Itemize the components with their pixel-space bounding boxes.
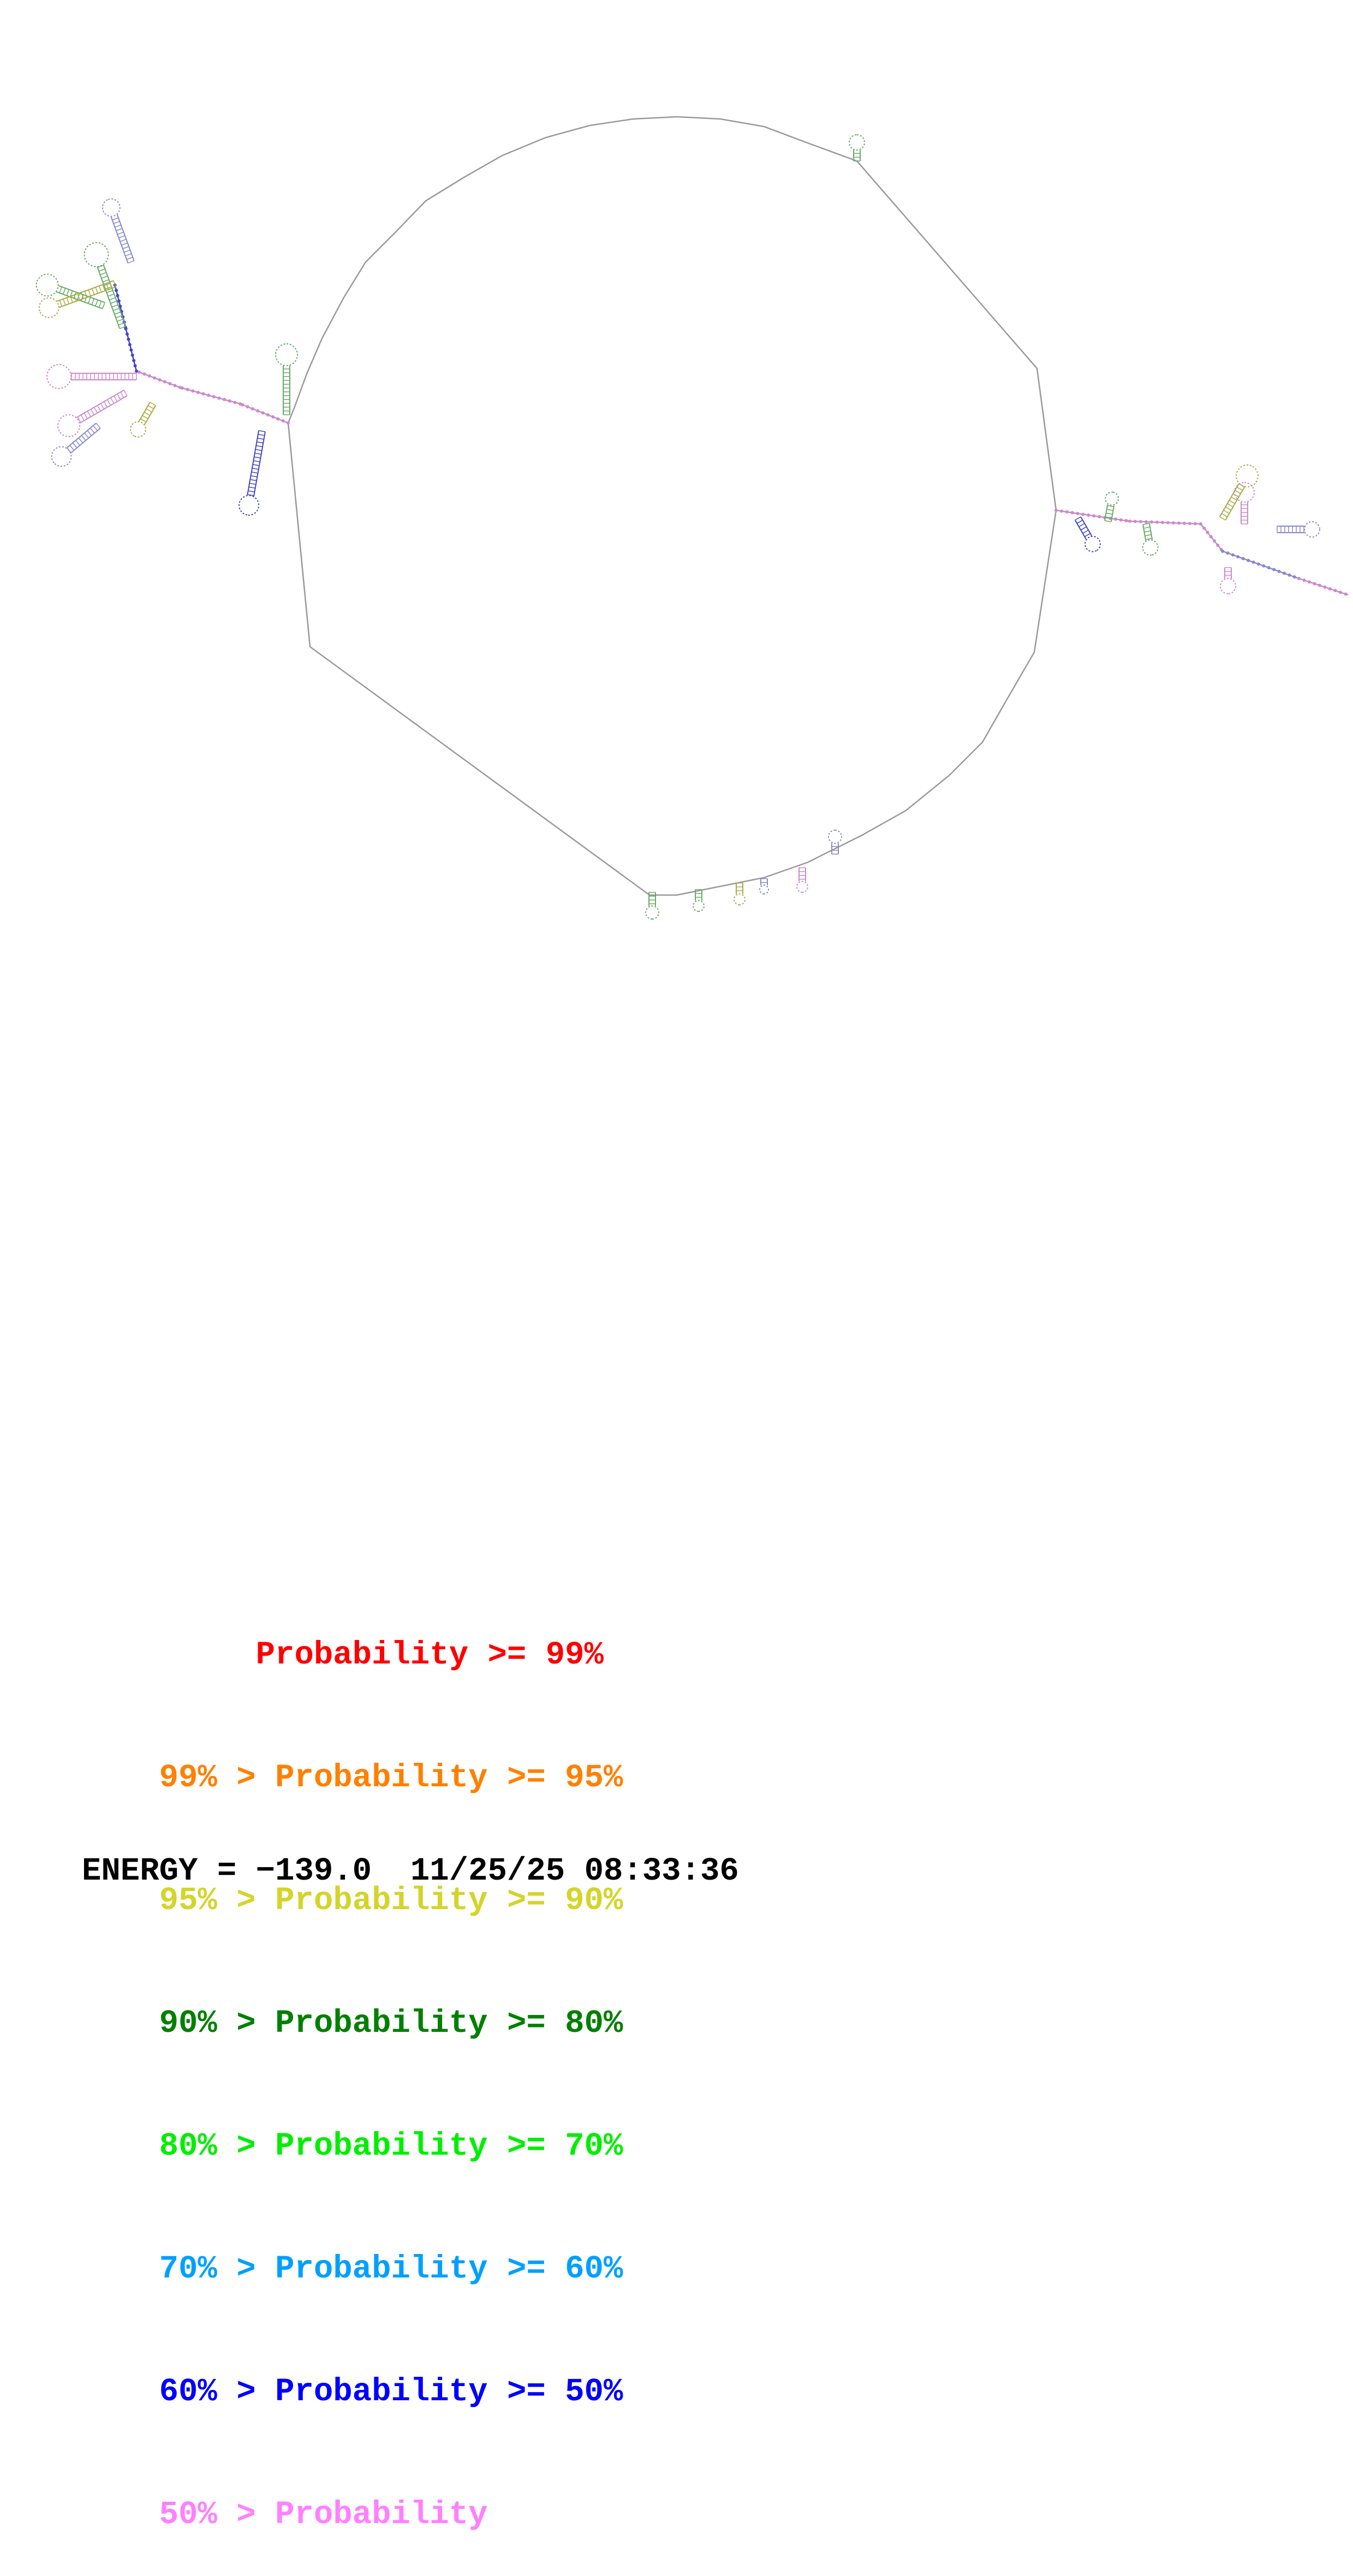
stem-segment — [240, 403, 290, 425]
stem-segment — [1128, 520, 1202, 526]
hairpin-loop — [130, 402, 157, 438]
legend-upper: 70% — [565, 2128, 623, 2164]
stem-segment — [136, 370, 182, 389]
stem-segment — [113, 283, 127, 329]
legend-row-3: 95% > Probability >= 90% — [82, 1839, 623, 1919]
legend-label: Probability — [275, 1882, 488, 1919]
legend-label: Probability — [255, 1637, 469, 1673]
legend-lower: 95% — [159, 1882, 217, 1919]
hairpin-loop — [1220, 567, 1236, 594]
legend-cmp: >= — [506, 2005, 546, 2042]
hairpin-loop — [849, 134, 865, 162]
legend-upper: 99% — [545, 1637, 604, 1673]
legend-upper: 80% — [565, 2005, 623, 2042]
legend-label: Probability — [275, 2251, 488, 2287]
hairpin-loop — [734, 882, 746, 905]
left-stem-cluster — [35, 198, 298, 516]
legend-label: Probability — [275, 2496, 488, 2533]
hairpin-loop — [645, 892, 659, 920]
hairpin-loop — [796, 867, 808, 893]
legend-row-8: 50% > Probability — [82, 2453, 623, 2533]
legend-row-6: 70% > Probability >= 60% — [82, 2208, 623, 2287]
legend-row-4: 90% > Probability >= 80% — [82, 1962, 623, 2042]
top-hairpin — [849, 134, 865, 162]
legend-label: Probability — [275, 2128, 488, 2164]
date: 11/25/25 — [410, 1853, 565, 1889]
hairpin-loop — [57, 389, 128, 437]
hairpin-loop — [38, 280, 116, 318]
probability-legend: Probability >= 99% 99% > Probability >= … — [82, 1512, 623, 2535]
legend-lower: 50% — [159, 2496, 217, 2533]
legend-cmp: >= — [506, 1760, 546, 1796]
hairpin-loop — [1142, 523, 1159, 556]
legend-upper: 95% — [565, 1760, 623, 1796]
legend-cmp: >= — [506, 2128, 546, 2164]
energy-label: ENERGY = — [82, 1853, 237, 1889]
hairpin-loop — [1219, 464, 1259, 521]
stem-segment — [1199, 522, 1223, 552]
hairpin-loop — [1277, 521, 1320, 538]
legend-lower: 60% — [159, 2374, 217, 2410]
energy-footer: ENERGY = −139.0 11/25/25 08:33:36 — [82, 1853, 739, 1889]
hairpin-loop — [1074, 516, 1101, 552]
hairpin-loop — [102, 198, 135, 264]
hairpin-loop — [693, 889, 705, 912]
stem-segment — [1054, 509, 1130, 523]
legend-row-1: Probability >= 99% — [82, 1594, 623, 1673]
hairpin-loop — [828, 830, 842, 855]
legend-lower: 90% — [159, 2005, 217, 2042]
hairpin-loop — [1234, 482, 1255, 524]
legend-sep: > — [236, 2374, 256, 2410]
energy-value: −139.0 — [255, 1853, 372, 1889]
legend-lower: 70% — [159, 2251, 217, 2287]
legend-upper: 50% — [565, 2374, 623, 2410]
legend-cmp: >= — [506, 2374, 546, 2410]
legend-upper: 90% — [565, 1882, 623, 1919]
legend-sep: > — [236, 2128, 256, 2164]
stem-segment — [180, 386, 242, 406]
legend-lower: 80% — [159, 2128, 217, 2164]
legend-lower: 99% — [159, 1760, 217, 1796]
hairpin-loop — [1104, 491, 1119, 522]
hairpin-loop — [46, 364, 137, 389]
legend-sep: > — [236, 1882, 256, 1919]
stem-segment — [1297, 577, 1349, 596]
bottom-stem-cluster — [645, 830, 842, 920]
legend-sep: > — [236, 1760, 256, 1796]
legend-sep: > — [236, 2005, 256, 2042]
legend-row-7: 60% > Probability >= 50% — [82, 2330, 623, 2410]
hairpin-loop — [239, 430, 266, 516]
right-stem-cluster — [1054, 464, 1349, 596]
hairpin-loop — [759, 878, 769, 895]
legend-sep: > — [236, 2251, 256, 2287]
legend-row-2: 99% > Probability >= 95% — [82, 1716, 623, 1796]
hairpin-loop — [51, 422, 101, 467]
legend-row-5: 80% > Probability >= 70% — [82, 2085, 623, 2164]
backbone-loop — [287, 116, 1057, 896]
legend-label: Probability — [275, 2005, 488, 2042]
legend-upper: 60% — [565, 2251, 623, 2287]
legend-cmp: >= — [506, 1882, 546, 1919]
legend-sep: > — [236, 2496, 256, 2533]
legend-cmp: >= — [506, 2251, 546, 2287]
rna-secondary-structure-diagram — [35, 116, 1349, 920]
legend-cmp: >= — [487, 1637, 527, 1673]
stem-segment — [1221, 550, 1300, 580]
time: 08:33:36 — [584, 1853, 739, 1889]
legend-label: Probability — [275, 2374, 488, 2410]
legend-label: Probability — [275, 1760, 488, 1796]
stem-segment — [124, 327, 138, 373]
hairpin-loop — [275, 343, 298, 415]
